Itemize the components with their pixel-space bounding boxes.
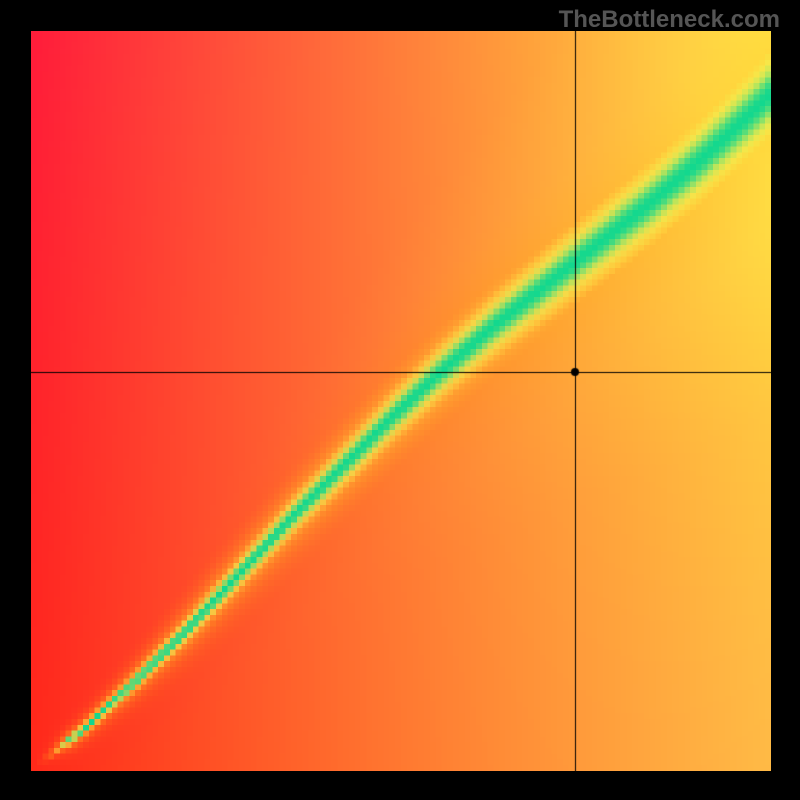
source-watermark: TheBottleneck.com — [559, 6, 780, 34]
crosshair-overlay — [31, 31, 771, 771]
chart-stage: TheBottleneck.com — [0, 0, 800, 800]
